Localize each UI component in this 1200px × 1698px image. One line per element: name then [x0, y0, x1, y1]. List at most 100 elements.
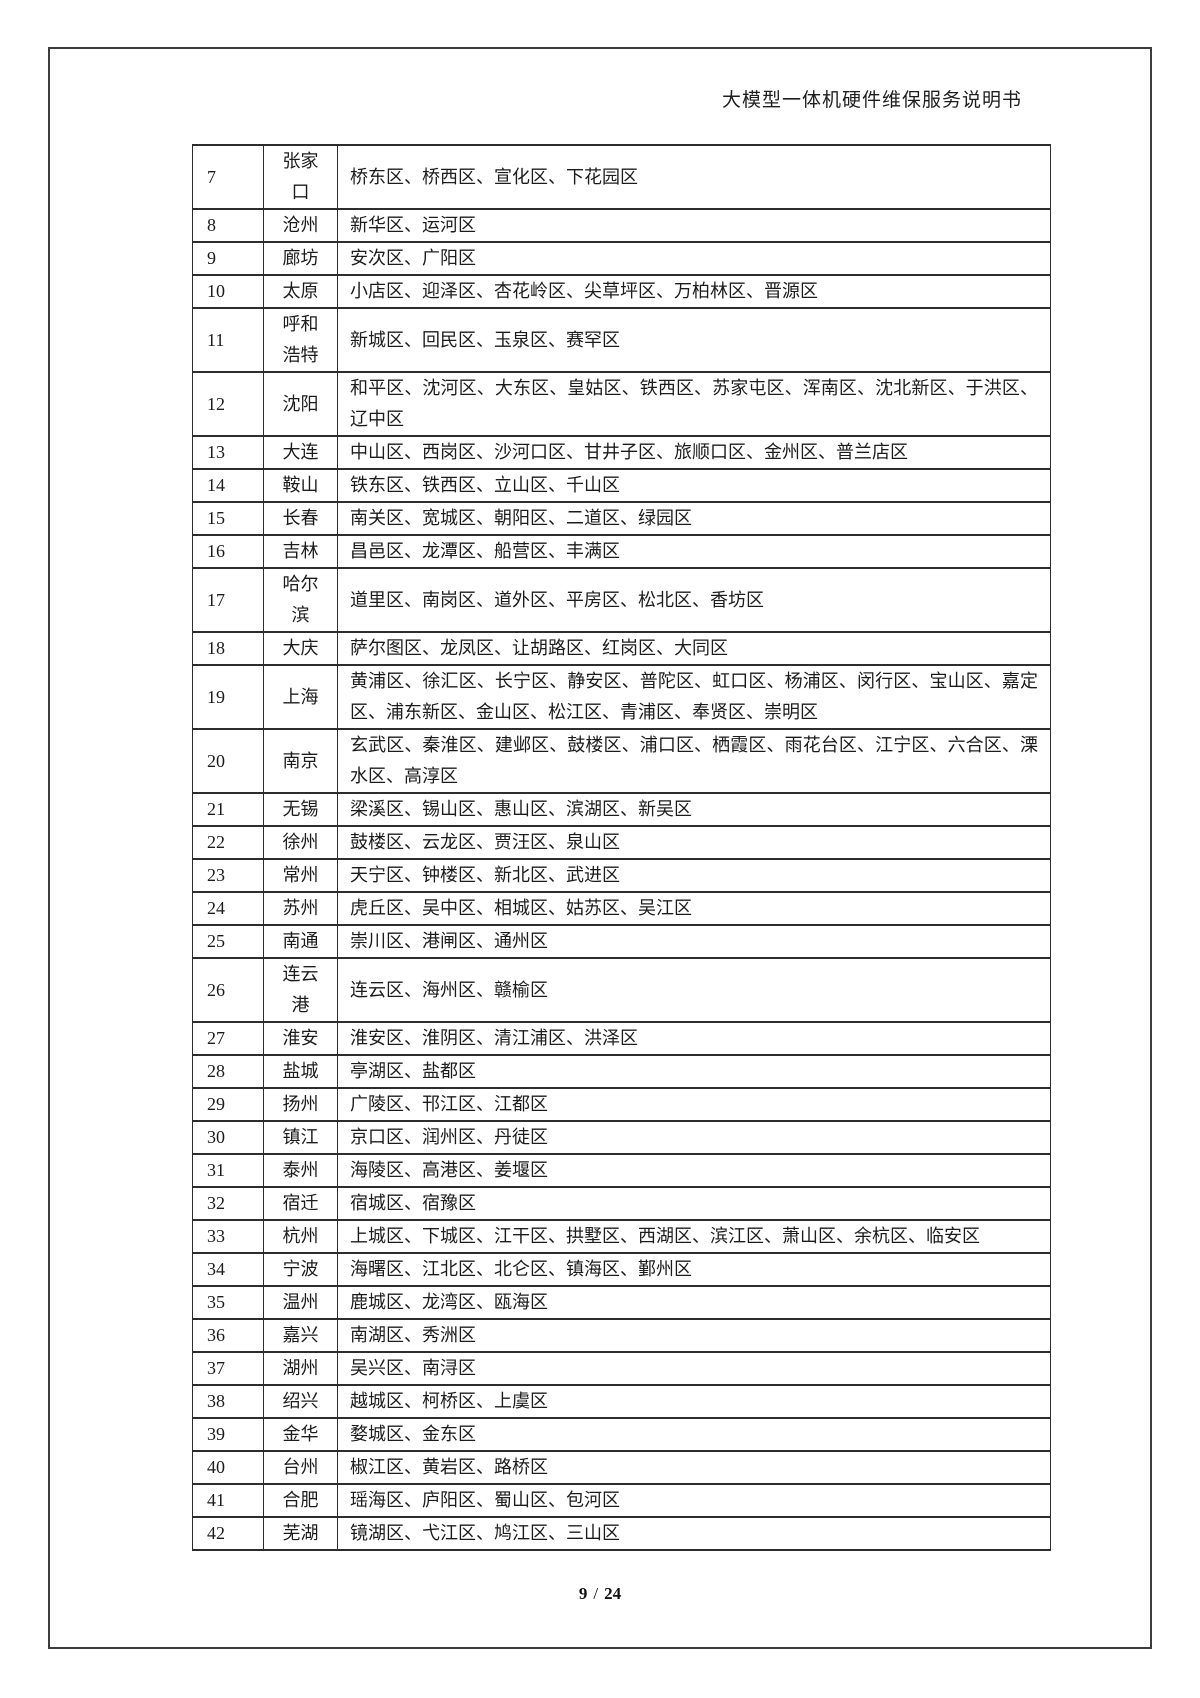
table-row: 30 镇江 京口区、润州区、丹徒区	[192, 1120, 1051, 1155]
row-number: 12	[192, 371, 264, 437]
row-number: 29	[192, 1087, 264, 1122]
row-districts: 昌邑区、龙潭区、船营区、丰满区	[337, 534, 1051, 569]
table-row: 9 廊坊 安次区、广阳区	[192, 241, 1051, 276]
row-districts: 椒江区、黄岩区、路桥区	[337, 1450, 1051, 1485]
row-city: 常州	[263, 858, 338, 893]
row-districts: 桥东区、桥西区、宣化区、下花园区	[337, 144, 1051, 210]
row-districts: 新城区、回民区、玉泉区、赛罕区	[337, 307, 1051, 373]
row-number: 18	[192, 631, 264, 666]
row-number: 22	[192, 825, 264, 860]
row-districts: 天宁区、钟楼区、新北区、武进区	[337, 858, 1051, 893]
row-number: 14	[192, 468, 264, 503]
row-number: 30	[192, 1120, 264, 1155]
row-number: 24	[192, 891, 264, 926]
table-row: 42 芜湖 镜湖区、弋江区、鸠江区、三山区	[192, 1516, 1051, 1551]
table-row: 11 呼和浩特 新城区、回民区、玉泉区、赛罕区	[192, 307, 1051, 373]
row-city: 宁波	[263, 1252, 338, 1287]
table-row: 31 泰州 海陵区、高港区、姜堰区	[192, 1153, 1051, 1188]
row-districts: 京口区、润州区、丹徒区	[337, 1120, 1051, 1155]
row-city: 芜湖	[263, 1516, 338, 1551]
table-row: 20 南京 玄武区、秦淮区、建邺区、鼓楼区、浦口区、栖霞区、雨花台区、江宁区、六…	[192, 728, 1051, 794]
row-districts: 连云区、海州区、赣榆区	[337, 957, 1051, 1023]
row-number: 39	[192, 1417, 264, 1452]
table-row: 39 金华 婺城区、金东区	[192, 1417, 1051, 1452]
row-number: 20	[192, 728, 264, 794]
table-row: 36 嘉兴 南湖区、秀洲区	[192, 1318, 1051, 1353]
table-row: 15 长春 南关区、宽城区、朝阳区、二道区、绿园区	[192, 501, 1051, 536]
table-row: 33 杭州 上城区、下城区、江干区、拱墅区、西湖区、滨江区、萧山区、余杭区、临安…	[192, 1219, 1051, 1254]
row-city: 杭州	[263, 1219, 338, 1254]
table-row: 25 南通 崇川区、港闸区、通州区	[192, 924, 1051, 959]
table-row: 38 绍兴 越城区、柯桥区、上虞区	[192, 1384, 1051, 1419]
row-city: 鞍山	[263, 468, 338, 503]
row-number: 25	[192, 924, 264, 959]
row-city: 无锡	[263, 792, 338, 827]
row-number: 42	[192, 1516, 264, 1551]
row-districts: 鹿城区、龙湾区、瓯海区	[337, 1285, 1051, 1320]
row-districts: 鼓楼区、云龙区、贾汪区、泉山区	[337, 825, 1051, 860]
row-city: 连云港	[263, 957, 338, 1023]
city-districts-table: 7 张家口 桥东区、桥西区、宣化区、下花园区 8 沧州 新华区、运河区 9 廊坊…	[192, 144, 1051, 1551]
row-districts: 中山区、西岗区、沙河口区、甘井子区、旅顺口区、金州区、普兰店区	[337, 435, 1051, 470]
row-city: 湖州	[263, 1351, 338, 1386]
row-districts: 上城区、下城区、江干区、拱墅区、西湖区、滨江区、萧山区、余杭区、临安区	[337, 1219, 1051, 1254]
row-city: 镇江	[263, 1120, 338, 1155]
row-city: 沈阳	[263, 371, 338, 437]
table-row: 16 吉林 昌邑区、龙潭区、船营区、丰满区	[192, 534, 1051, 569]
row-number: 40	[192, 1450, 264, 1485]
row-city: 台州	[263, 1450, 338, 1485]
row-city: 泰州	[263, 1153, 338, 1188]
row-number: 28	[192, 1054, 264, 1089]
row-districts: 镜湖区、弋江区、鸠江区、三山区	[337, 1516, 1051, 1551]
page-number-total: 24	[604, 1584, 622, 1603]
row-districts: 和平区、沈河区、大东区、皇姑区、铁西区、苏家屯区、浑南区、沈北新区、于洪区、辽中…	[337, 371, 1051, 437]
table-row: 12 沈阳 和平区、沈河区、大东区、皇姑区、铁西区、苏家屯区、浑南区、沈北新区、…	[192, 371, 1051, 437]
row-city: 淮安	[263, 1021, 338, 1056]
table-row: 18 大庆 萨尔图区、龙凤区、让胡路区、红岗区、大同区	[192, 631, 1051, 666]
table-row: 37 湖州 吴兴区、南浔区	[192, 1351, 1051, 1386]
row-number: 15	[192, 501, 264, 536]
row-districts: 黄浦区、徐汇区、长宁区、静安区、普陀区、虹口区、杨浦区、闵行区、宝山区、嘉定区、…	[337, 664, 1051, 730]
table-row: 41 合肥 瑶海区、庐阳区、蜀山区、包河区	[192, 1483, 1051, 1518]
row-city: 扬州	[263, 1087, 338, 1122]
row-city: 上海	[263, 664, 338, 730]
row-number: 19	[192, 664, 264, 730]
row-districts: 海陵区、高港区、姜堰区	[337, 1153, 1051, 1188]
row-number: 35	[192, 1285, 264, 1320]
row-city: 长春	[263, 501, 338, 536]
row-number: 37	[192, 1351, 264, 1386]
row-city: 张家口	[263, 144, 338, 210]
row-number: 17	[192, 567, 264, 633]
table-row: 34 宁波 海曙区、江北区、北仑区、镇海区、鄞州区	[192, 1252, 1051, 1287]
table-row: 10 太原 小店区、迎泽区、杏花岭区、尖草坪区、万柏林区、晋源区	[192, 274, 1051, 309]
row-number: 16	[192, 534, 264, 569]
row-number: 21	[192, 792, 264, 827]
row-districts: 吴兴区、南浔区	[337, 1351, 1051, 1386]
table-row: 29 扬州 广陵区、邗江区、江都区	[192, 1087, 1051, 1122]
row-districts: 道里区、南岗区、道外区、平房区、松北区、香坊区	[337, 567, 1051, 633]
row-city: 南京	[263, 728, 338, 794]
row-city: 大庆	[263, 631, 338, 666]
row-number: 11	[192, 307, 264, 373]
row-districts: 南湖区、秀洲区	[337, 1318, 1051, 1353]
table-row: 14 鞍山 铁东区、铁西区、立山区、千山区	[192, 468, 1051, 503]
table-row: 26 连云港 连云区、海州区、赣榆区	[192, 957, 1051, 1023]
row-districts: 梁溪区、锡山区、惠山区、滨湖区、新吴区	[337, 792, 1051, 827]
page-number-current: 9	[578, 1584, 588, 1603]
row-city: 绍兴	[263, 1384, 338, 1419]
row-number: 34	[192, 1252, 264, 1287]
table-row: 35 温州 鹿城区、龙湾区、瓯海区	[192, 1285, 1051, 1320]
table-row: 8 沧州 新华区、运河区	[192, 208, 1051, 243]
row-city: 大连	[263, 435, 338, 470]
document-header-title: 大模型一体机硬件维保服务说明书	[721, 90, 1022, 111]
row-districts: 崇川区、港闸区、通州区	[337, 924, 1051, 959]
row-number: 27	[192, 1021, 264, 1056]
table-row: 23 常州 天宁区、钟楼区、新北区、武进区	[192, 858, 1051, 893]
table-row: 24 苏州 虎丘区、吴中区、相城区、姑苏区、吴江区	[192, 891, 1051, 926]
row-number: 8	[192, 208, 264, 243]
row-number: 36	[192, 1318, 264, 1353]
row-city: 廊坊	[263, 241, 338, 276]
row-districts: 广陵区、邗江区、江都区	[337, 1087, 1051, 1122]
row-districts: 萨尔图区、龙凤区、让胡路区、红岗区、大同区	[337, 631, 1051, 666]
row-number: 31	[192, 1153, 264, 1188]
